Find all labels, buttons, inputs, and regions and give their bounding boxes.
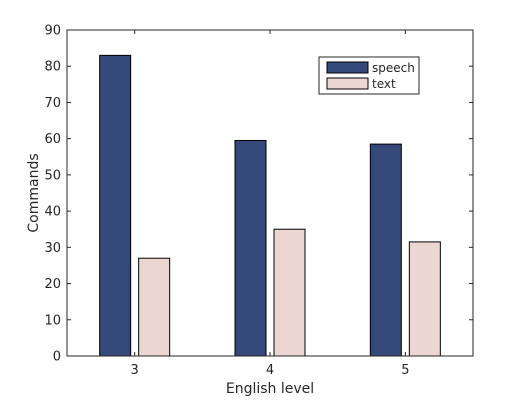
x-tick-label: 3 (131, 363, 139, 378)
legend-label-speech: speech (372, 61, 415, 75)
y-tick-label: 80 (44, 60, 61, 75)
y-axis-label: Commands (26, 153, 42, 232)
x-axis-label: English level (226, 381, 314, 397)
legend: speech text (318, 56, 420, 95)
legend-label-text: text (372, 77, 396, 91)
bar-speech-4 (234, 139, 267, 357)
bars-group (99, 54, 441, 357)
y-tick-label: 0 (53, 350, 61, 365)
y-tick-label: 40 (44, 205, 61, 220)
bar-speech-5 (369, 143, 402, 357)
bar-text-3 (138, 257, 171, 357)
bar-text-4 (273, 228, 306, 357)
y-tick-label: 50 (44, 168, 61, 183)
y-tick-label: 30 (44, 241, 61, 256)
y-tick-label: 70 (44, 96, 61, 111)
y-axis: 0 10 20 30 40 50 60 70 80 90 (44, 24, 473, 365)
y-tick-label: 60 (44, 132, 61, 147)
legend-swatch-text (326, 77, 369, 90)
y-tick-label: 20 (44, 277, 61, 292)
x-tick-label: 4 (266, 363, 274, 378)
x-axis: 3 4 5 (131, 30, 409, 378)
legend-swatch-speech (326, 61, 369, 74)
y-tick-label: 10 (44, 313, 61, 328)
bar-text-5 (408, 241, 441, 357)
y-tick-label: 90 (44, 24, 61, 39)
x-tick-label: 5 (401, 363, 409, 378)
bar-speech-3 (99, 54, 132, 357)
